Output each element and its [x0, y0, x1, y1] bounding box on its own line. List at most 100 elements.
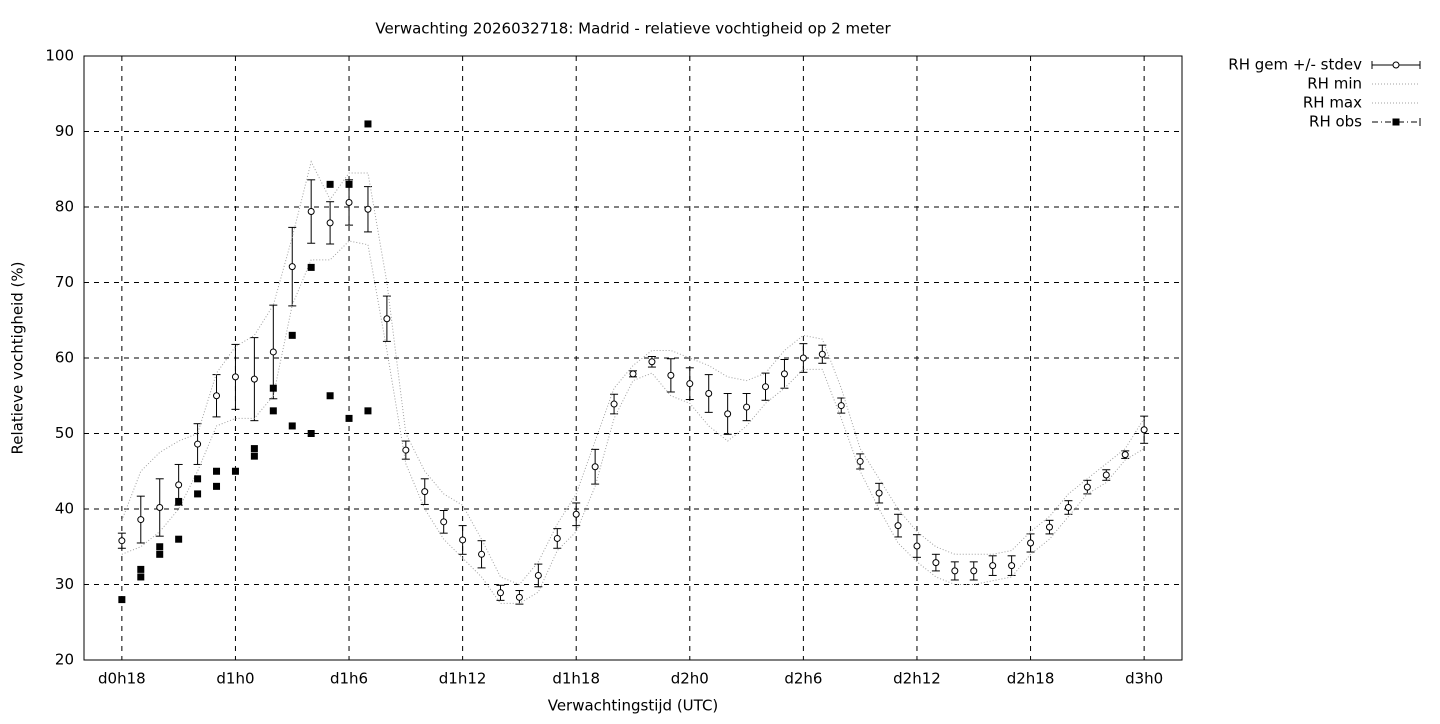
mean-point [496, 589, 504, 597]
obs-point [194, 475, 202, 483]
obs-point [156, 550, 164, 558]
mean-point [572, 510, 580, 518]
mean-point [932, 559, 940, 567]
mean-point [837, 402, 845, 410]
plot-border [83, 55, 1183, 661]
obs-point [364, 407, 372, 415]
obs-point [213, 482, 221, 490]
y-tick-label: 90 [55, 122, 74, 140]
x-tick-label: d2h6 [784, 670, 822, 688]
obs-point [288, 331, 296, 339]
y-tick-label: 80 [55, 198, 74, 216]
x-tick-label: d1h6 [330, 670, 368, 688]
obs-point [307, 263, 315, 271]
y-tick-label: 60 [55, 349, 74, 367]
mean-point [1083, 483, 1091, 491]
obs-point [118, 596, 126, 604]
x-tick-label: d1h18 [552, 670, 600, 688]
obs-point [137, 565, 145, 573]
mean-point [705, 389, 713, 397]
mean-point [686, 380, 694, 388]
obs-point [307, 430, 315, 437]
y-tick-label: 40 [55, 500, 74, 518]
chart-title: Verwachting 2026032718: Madrid - relatie… [375, 20, 891, 38]
mean-point [913, 542, 921, 550]
mean-point [799, 354, 807, 362]
mean-point [231, 373, 239, 381]
mean-point [1140, 426, 1148, 434]
mean-point [970, 567, 978, 575]
legend-sample [1392, 118, 1400, 126]
x-tick-label: d1h12 [439, 670, 487, 688]
mean-point [856, 457, 864, 465]
mean-point [724, 410, 732, 418]
mean-point [402, 446, 410, 454]
mean-point [213, 392, 221, 400]
range-line [121, 160, 1145, 586]
x-tick-label: d3h0 [1125, 670, 1163, 688]
mean-point [421, 488, 429, 496]
obs-point [269, 407, 277, 415]
range-line [121, 240, 1145, 604]
mean-point [989, 562, 997, 570]
mean-point [137, 516, 145, 524]
mean-point [326, 219, 334, 227]
x-tick-label: d2h0 [671, 670, 709, 688]
y-tick-label: 70 [55, 273, 74, 291]
mean-point [307, 208, 315, 216]
mean-point [553, 534, 561, 542]
mean-point [156, 503, 164, 511]
mean-point [875, 489, 883, 497]
x-tick-label: d0h18 [98, 670, 146, 688]
y-tick-label: 50 [55, 424, 74, 442]
obs-point [364, 120, 372, 128]
x-tick-label: d2h12 [893, 670, 941, 688]
obs-point [326, 392, 334, 400]
obs-point [213, 467, 221, 475]
mean-point [648, 358, 656, 366]
mean-point [818, 350, 826, 358]
obs-point [156, 543, 164, 551]
mean-point [288, 263, 296, 271]
legend-label: RH min [1307, 75, 1362, 93]
obs-point [175, 497, 183, 505]
mean-point [1064, 503, 1072, 511]
mean-point [118, 537, 126, 545]
mean-point [364, 205, 372, 213]
obs-point [326, 180, 334, 188]
mean-point [591, 463, 599, 471]
y-tick-label: 30 [55, 575, 74, 593]
mean-point [478, 550, 486, 558]
mean-point [459, 536, 467, 544]
mean-point [743, 403, 751, 411]
mean-point [1102, 471, 1110, 479]
obs-point [250, 452, 258, 460]
obs-point [288, 422, 296, 430]
mean-point [1027, 539, 1035, 547]
legend-sample [1392, 61, 1400, 69]
obs-point [175, 535, 183, 543]
obs-point [345, 414, 353, 422]
mean-point [667, 371, 675, 379]
mean-point [1121, 451, 1129, 459]
mean-point [780, 370, 788, 378]
y-tick-label: 20 [55, 651, 74, 669]
x-tick-label: d1h0 [216, 670, 254, 688]
mean-point [894, 522, 902, 530]
mean-point [1045, 523, 1053, 531]
x-tick-label: d2h18 [1007, 670, 1055, 688]
mean-point [762, 383, 770, 391]
obs-point [345, 180, 353, 188]
legend-label: RH gem +/- stdev [1228, 56, 1362, 74]
mean-point [194, 440, 202, 448]
mean-point [1008, 562, 1016, 570]
obs-point [250, 445, 258, 453]
mean-point [440, 518, 448, 526]
mean-point [345, 198, 353, 206]
mean-point [250, 375, 258, 383]
obs-point [231, 467, 239, 475]
legend-label: RH max [1303, 94, 1362, 112]
mean-point [515, 593, 523, 601]
mean-point [383, 315, 391, 323]
